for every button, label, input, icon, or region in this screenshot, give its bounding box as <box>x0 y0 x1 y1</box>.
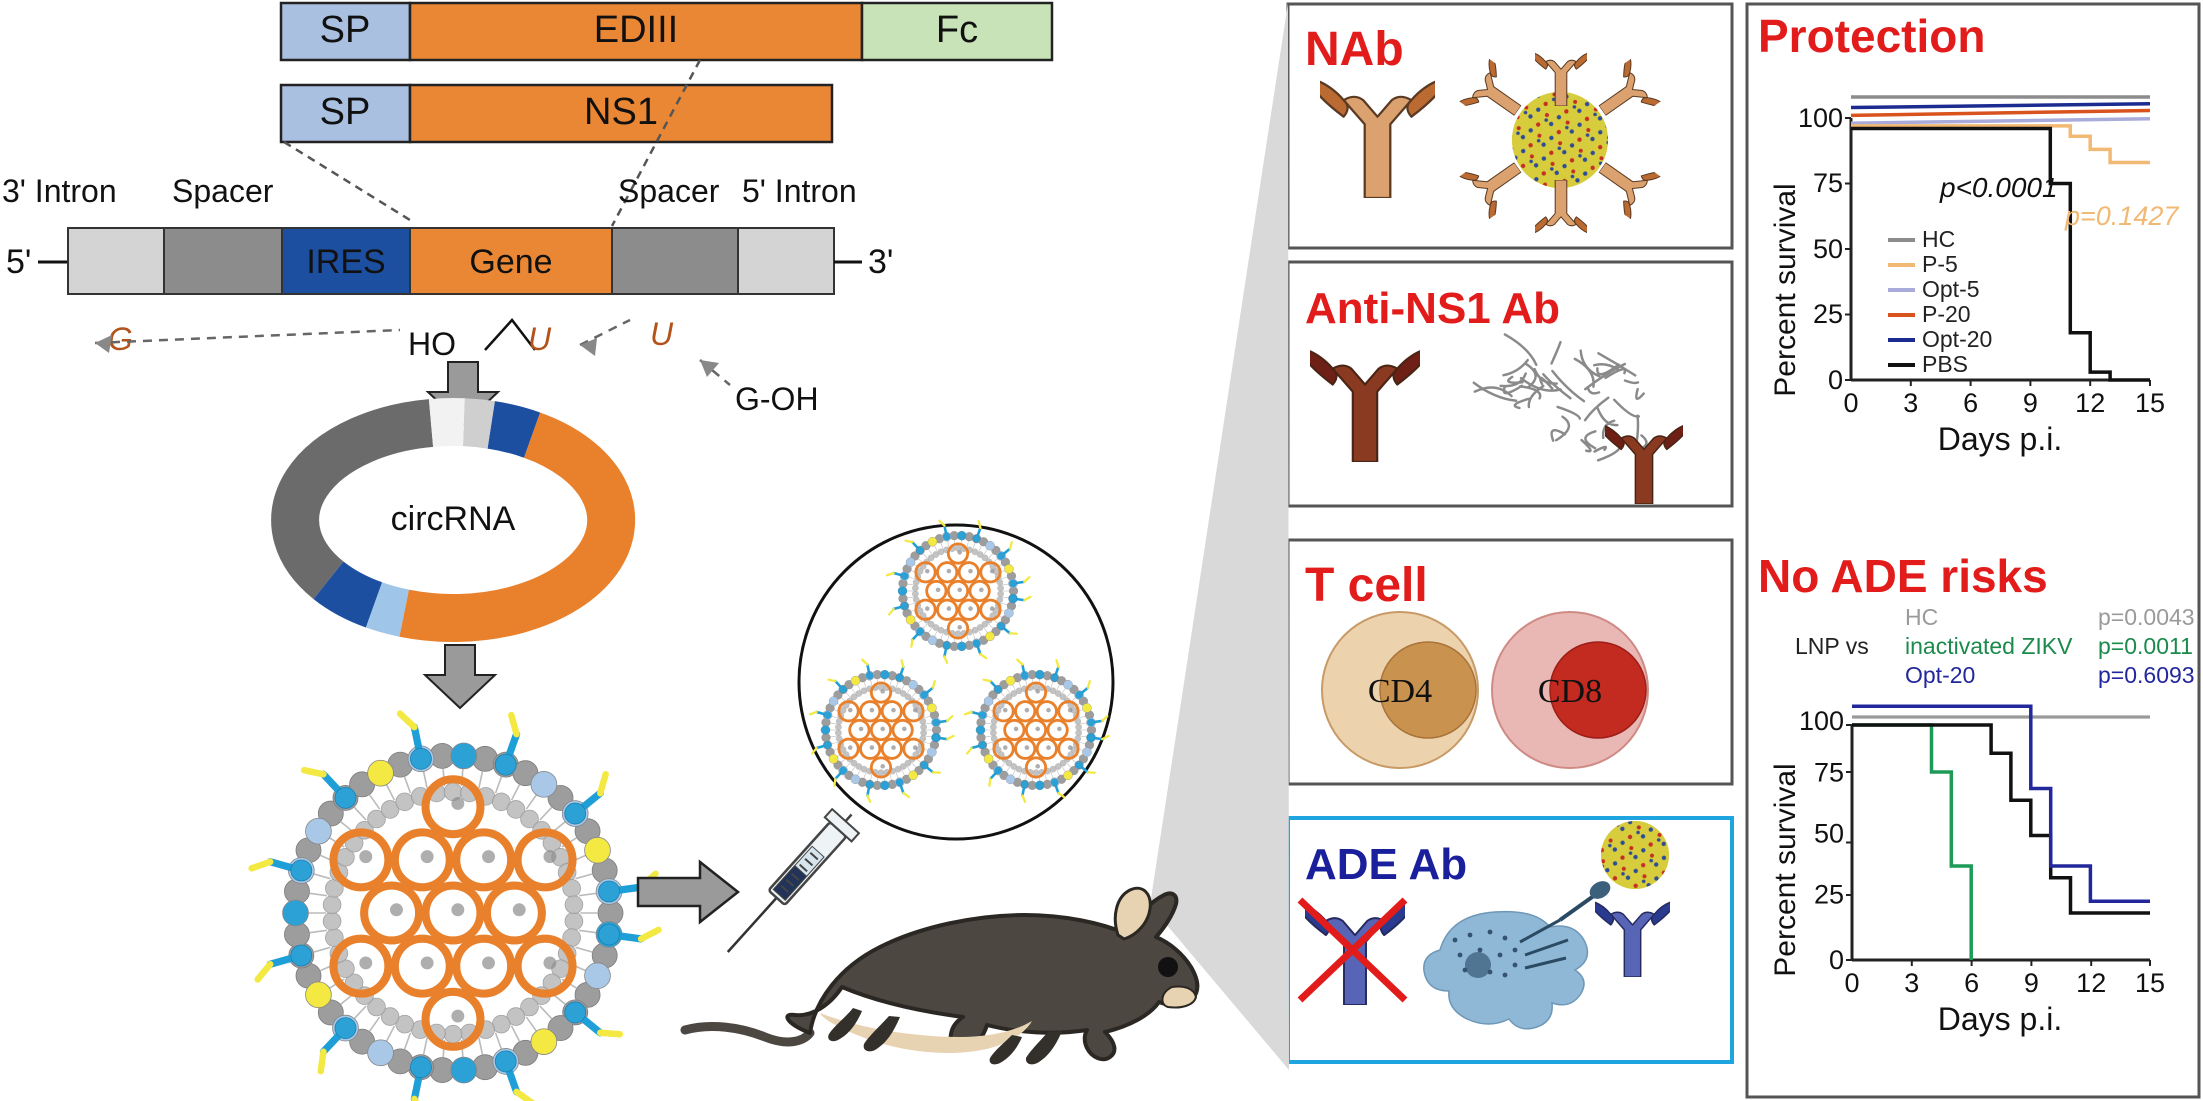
svg-text:HC: HC <box>1905 604 1938 630</box>
svg-text:p=0.1427: p=0.1427 <box>2064 201 2179 231</box>
svg-text:75: 75 <box>1813 168 1843 198</box>
svg-text:p=0.6093: p=0.6093 <box>2098 662 2195 688</box>
svg-text:6: 6 <box>1964 968 1979 998</box>
svg-text:HO: HO <box>408 326 456 362</box>
svg-text:inactivated ZIKV: inactivated ZIKV <box>1905 633 2073 659</box>
svg-text:15: 15 <box>2135 968 2165 998</box>
svg-text:G: G <box>108 321 133 357</box>
svg-text:3: 3 <box>1904 968 1919 998</box>
svg-text:No ADE risks: No ADE risks <box>1758 550 2048 602</box>
svg-text:5': 5' <box>6 243 31 281</box>
svg-text:Opt-20: Opt-20 <box>1922 326 1992 352</box>
svg-text:3': 3' <box>868 243 893 281</box>
svg-text:p=0.0011: p=0.0011 <box>2098 633 2193 659</box>
svg-text:Gene: Gene <box>469 243 552 281</box>
svg-text:0: 0 <box>1829 945 1844 975</box>
svg-text:U: U <box>528 321 552 357</box>
svg-text:Anti-NS1 Ab: Anti-NS1 Ab <box>1305 284 1560 333</box>
svg-text:NS1: NS1 <box>584 91 658 133</box>
svg-text:3' Intron: 3' Intron <box>2 173 117 209</box>
svg-text:SP: SP <box>320 91 371 133</box>
svg-text:25: 25 <box>1813 299 1843 329</box>
svg-text:LNP vs: LNP vs <box>1795 633 1869 659</box>
svg-text:Spacer: Spacer <box>618 173 720 209</box>
svg-text:SP: SP <box>320 9 371 51</box>
svg-text:100: 100 <box>1798 103 1843 133</box>
svg-text:75: 75 <box>1814 758 1844 788</box>
svg-text:circRNA: circRNA <box>391 500 516 538</box>
svg-text:Spacer: Spacer <box>172 173 274 209</box>
svg-text:0: 0 <box>1843 388 1858 418</box>
svg-text:0: 0 <box>1828 365 1843 395</box>
svg-text:15: 15 <box>2135 388 2165 418</box>
svg-text:Days p.i.: Days p.i. <box>1938 421 2062 457</box>
svg-text:U: U <box>650 316 674 352</box>
svg-text:CD4: CD4 <box>1368 673 1432 710</box>
svg-text:50: 50 <box>1814 819 1844 849</box>
svg-text:5' Intron: 5' Intron <box>742 173 857 209</box>
svg-text:NAb: NAb <box>1305 23 1404 76</box>
svg-text:9: 9 <box>2023 388 2038 418</box>
svg-text:Percent survival: Percent survival <box>1769 763 1802 976</box>
svg-text:Percent survival: Percent survival <box>1769 183 1802 396</box>
svg-text:Fc: Fc <box>936 9 978 51</box>
svg-text:50: 50 <box>1813 234 1843 264</box>
svg-text:ADE Ab: ADE Ab <box>1305 840 1467 889</box>
svg-text:100: 100 <box>1799 706 1844 736</box>
svg-text:G-OH: G-OH <box>735 381 819 417</box>
svg-text:Opt-20: Opt-20 <box>1905 662 1975 688</box>
svg-text:3: 3 <box>1903 388 1918 418</box>
svg-text:Days p.i.: Days p.i. <box>1938 1001 2062 1037</box>
svg-text:PBS: PBS <box>1922 351 1968 377</box>
svg-text:T cell: T cell <box>1305 559 1428 612</box>
svg-text:25: 25 <box>1814 880 1844 910</box>
svg-text:CD8: CD8 <box>1538 673 1602 710</box>
svg-text:P-20: P-20 <box>1922 301 1971 327</box>
svg-text:12: 12 <box>2075 388 2105 418</box>
svg-text:HC: HC <box>1922 226 1955 252</box>
svg-text:0: 0 <box>1844 968 1859 998</box>
svg-text:12: 12 <box>2076 968 2106 998</box>
svg-text:9: 9 <box>2024 968 2039 998</box>
svg-text:P-5: P-5 <box>1922 251 1958 277</box>
svg-text:Opt-5: Opt-5 <box>1922 276 1980 302</box>
svg-text:Protection: Protection <box>1758 10 1985 62</box>
svg-text:p=0.0043: p=0.0043 <box>2098 604 2195 630</box>
svg-text:EDIII: EDIII <box>594 9 678 51</box>
svg-text:p<0.0001: p<0.0001 <box>1939 172 2058 203</box>
svg-text:IRES: IRES <box>306 243 385 281</box>
svg-text:6: 6 <box>1963 388 1978 418</box>
